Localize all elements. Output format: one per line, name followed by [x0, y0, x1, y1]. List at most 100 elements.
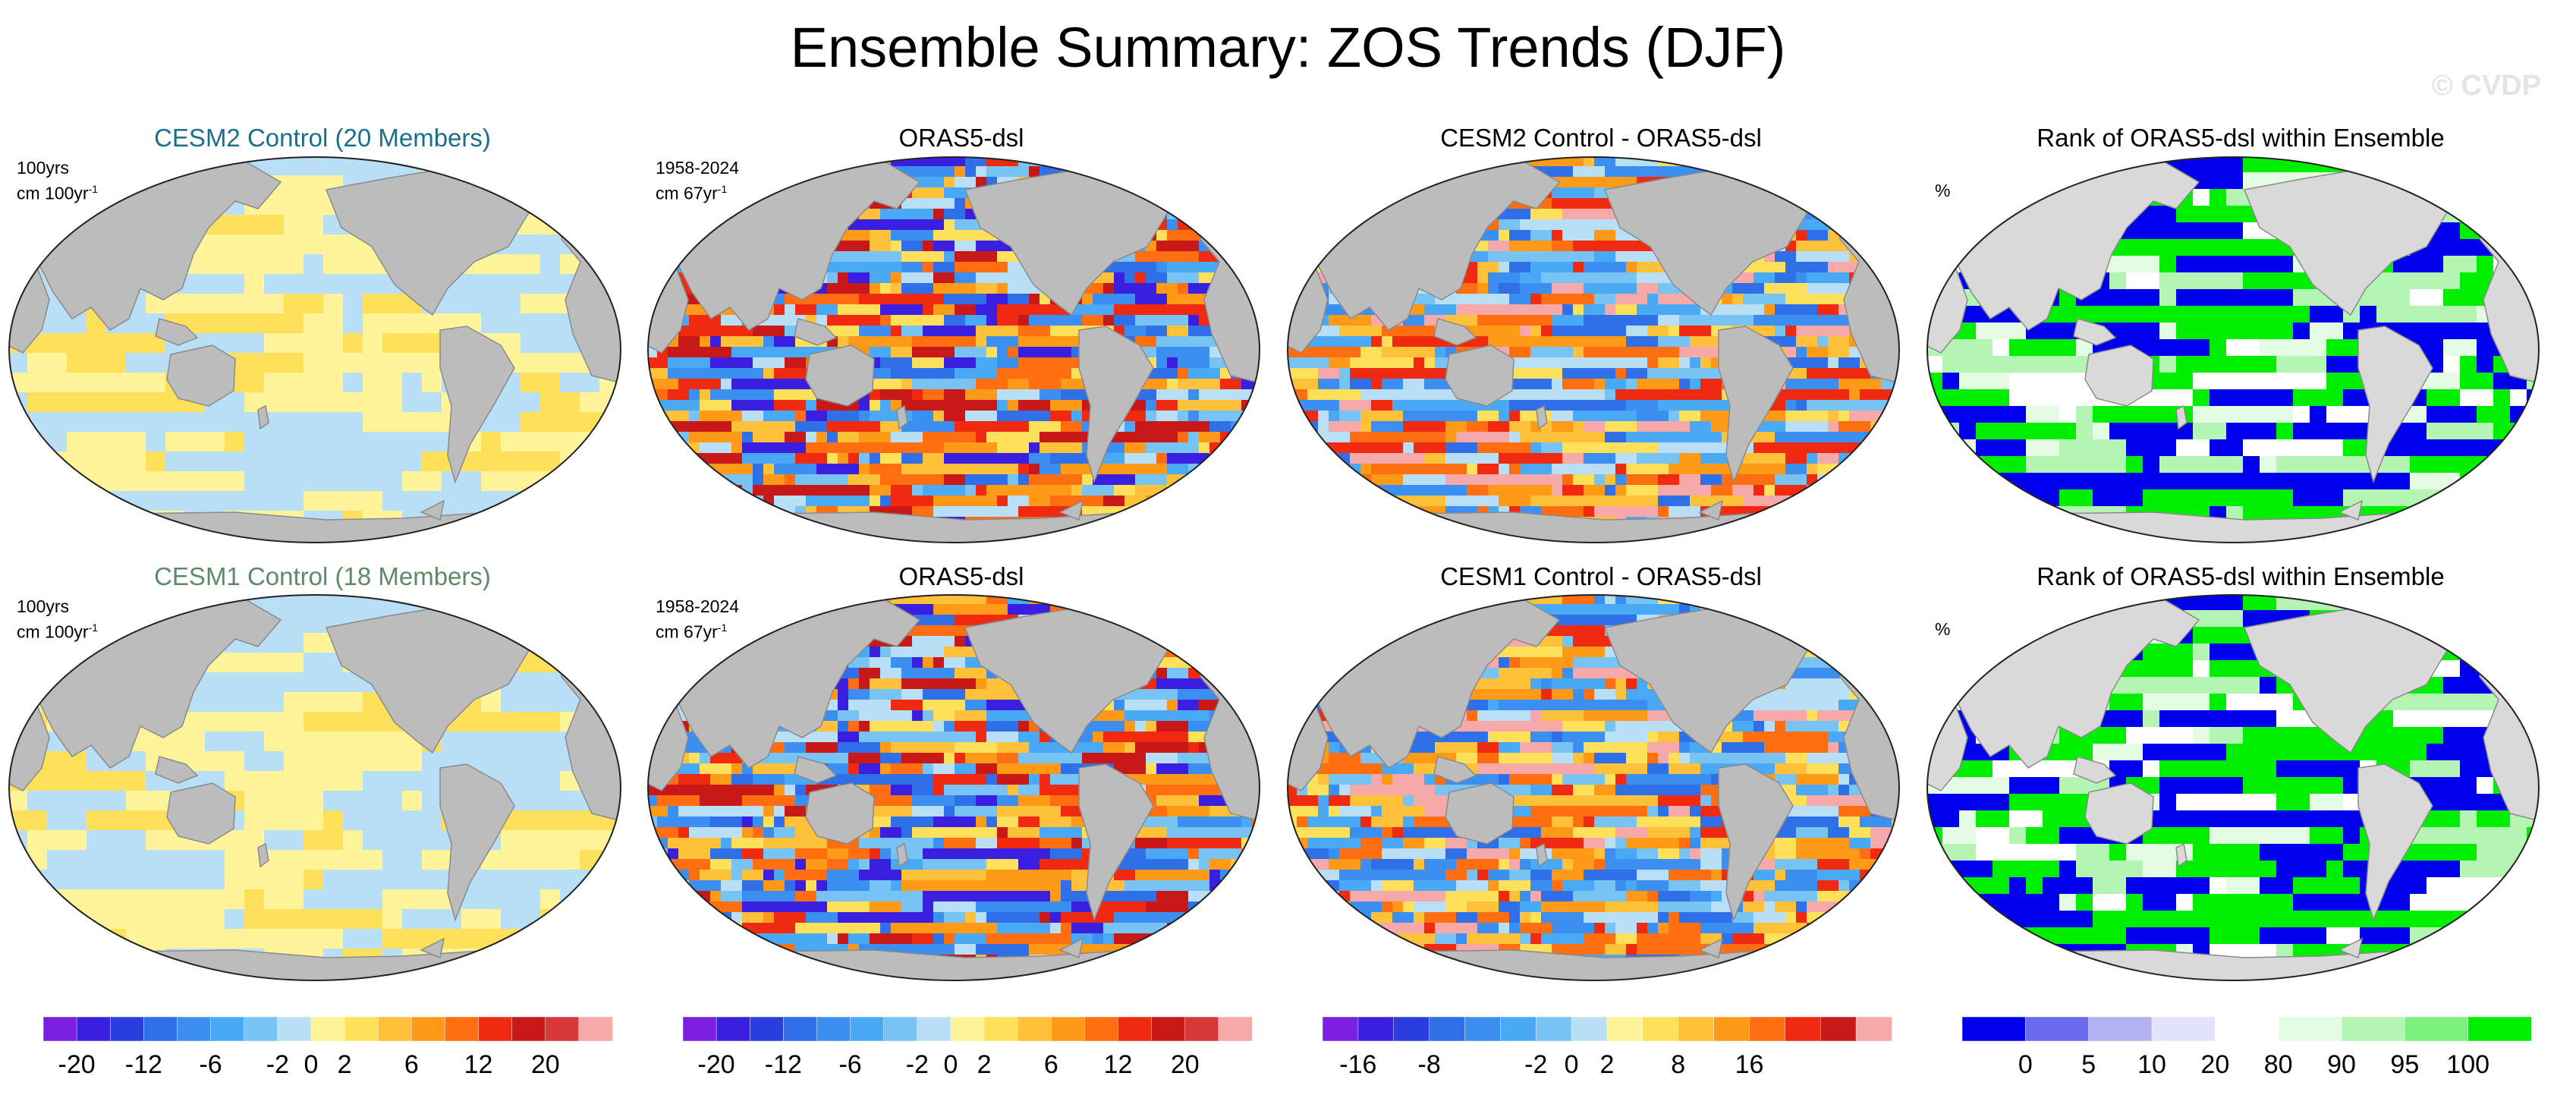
map-cell [721, 432, 732, 443]
map-cell [1711, 538, 1722, 543]
map-cell [731, 368, 743, 379]
map-cell [997, 294, 1008, 305]
map-cell [1520, 474, 1531, 486]
map-cell [1860, 411, 1871, 422]
map-cell [1594, 432, 1606, 443]
map-cell [47, 392, 68, 413]
map-cell [185, 432, 206, 452]
map-cell [1435, 464, 1446, 475]
map-cell [816, 453, 828, 464]
map-cell [944, 411, 955, 422]
map-cell [731, 326, 743, 337]
map-cell [1647, 389, 1659, 401]
map-cell [870, 453, 881, 464]
map-cell [1297, 485, 1308, 496]
map-cell [146, 491, 166, 511]
map-cell [1573, 294, 1584, 305]
map-cell [442, 157, 462, 176]
map-cell [1488, 230, 1499, 241]
map-cell [1881, 474, 1892, 486]
map-cell [1690, 336, 1701, 348]
map-cell [1103, 538, 1115, 543]
map-cell [1807, 432, 1818, 443]
map-cell [1329, 368, 1340, 379]
map-cell [1509, 474, 1521, 486]
map-cell [580, 412, 600, 433]
map-cell [689, 357, 700, 369]
map-cell [1435, 496, 1446, 507]
map-cell [1156, 496, 1168, 507]
map-cell [648, 177, 658, 188]
map-cell [1754, 157, 1765, 167]
map-cell [1288, 219, 1297, 231]
map-cell [1188, 527, 1200, 539]
map-cell [700, 517, 711, 528]
map-cell [657, 166, 668, 178]
map-cell [1647, 442, 1659, 454]
map-cell [774, 411, 785, 422]
map-cell [1339, 315, 1351, 326]
map-cell [86, 452, 107, 472]
map-cell [1626, 411, 1637, 422]
map-cell [1252, 496, 1260, 507]
map-cell [1156, 506, 1168, 518]
map-cell [816, 294, 828, 305]
map-cell [710, 421, 722, 433]
map-cell [1297, 527, 1308, 539]
map-cell [1860, 400, 1871, 411]
map-cell [1199, 527, 1210, 539]
map-cell [859, 464, 870, 475]
map-cell [912, 496, 923, 507]
map-cell [795, 411, 807, 422]
map-cell [1764, 538, 1776, 543]
map-cell [1467, 421, 1478, 433]
map-cell [1584, 368, 1595, 379]
map-cell [742, 527, 753, 539]
map-cell [540, 274, 561, 294]
map-cell [1288, 527, 1297, 539]
map-cell [1785, 517, 1797, 528]
map-cell [1093, 157, 1104, 167]
map-cell [422, 452, 442, 472]
map-cell [1018, 272, 1030, 284]
map-cell [1156, 432, 1168, 443]
map-cell [657, 442, 668, 454]
map-cell [1252, 187, 1260, 199]
map-cell [1199, 517, 1210, 528]
map-cell [1573, 166, 1584, 178]
map-cell [1828, 187, 1839, 199]
panel-title: CESM2 Control - ORAS5-dsl [1440, 124, 1762, 152]
map-cell [689, 379, 700, 390]
map-cell [965, 230, 977, 241]
map-cell [1414, 485, 1425, 496]
map-cell [731, 464, 743, 475]
map-cell [1838, 219, 1850, 231]
map-cell [1339, 538, 1351, 543]
map-cell [1509, 496, 1521, 507]
map-cell [1318, 485, 1329, 496]
map-cell [1040, 347, 1051, 358]
map-cell [1146, 474, 1157, 486]
map-cell [1658, 315, 1669, 326]
map-cell [619, 157, 621, 176]
map-cell [1392, 347, 1404, 358]
map-cell [1093, 485, 1104, 496]
map-cell [1605, 336, 1616, 348]
map-cell [1509, 230, 1521, 241]
map-cell [1220, 485, 1231, 496]
map-cell [1562, 496, 1574, 507]
map-cell [1156, 283, 1168, 294]
map-cell [1329, 209, 1340, 220]
map-cell [838, 241, 849, 252]
map-cell [1658, 538, 1669, 543]
map-cell [1892, 464, 1899, 475]
map-cell [891, 496, 902, 507]
map-cell [1647, 294, 1659, 305]
map-cell [1615, 251, 1627, 263]
map-cell [1360, 379, 1372, 390]
map-cell [1562, 421, 1574, 433]
map-cell [1008, 347, 1019, 358]
map-cell [742, 506, 753, 518]
map-cell [997, 421, 1008, 433]
map-cell [27, 432, 48, 452]
